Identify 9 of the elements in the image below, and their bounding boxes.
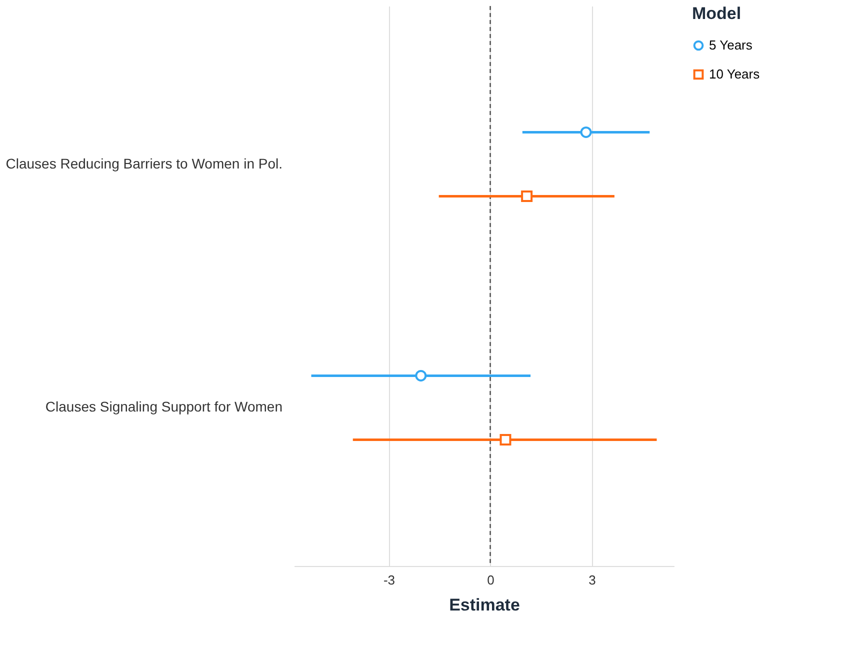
legend-label: 5 Years <box>709 38 753 52</box>
legend-title: Model <box>692 4 742 23</box>
legend-label: 10 Years <box>709 66 760 82</box>
y-tick-label: Clauses Signaling Support for Women <box>45 398 282 415</box>
y-tick-label: Clauses Reducing Barriers to Women in Pol. <box>6 155 282 172</box>
x-tick-label: 3 <box>588 572 596 588</box>
x-tick-label: -3 <box>383 572 396 588</box>
x-tick-label: 0 <box>487 572 494 588</box>
x-axis-title: Estimate <box>449 596 520 614</box>
